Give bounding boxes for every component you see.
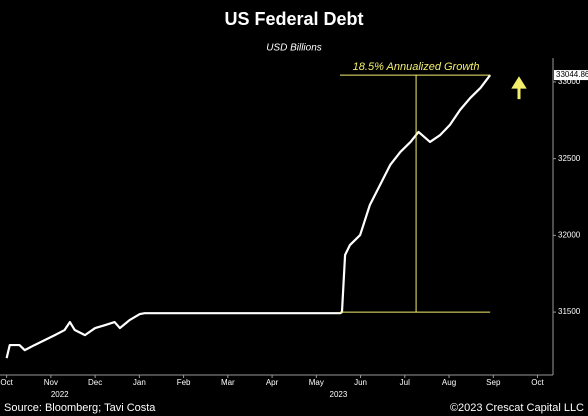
credit: ©2023 Crescat Capital LLC — [450, 402, 584, 414]
x-tick-label: Jul — [400, 378, 410, 387]
y-tick-label: 33000 — [558, 77, 581, 86]
growth-arrow — [511, 76, 527, 100]
x-tick-label: Oct — [0, 378, 13, 387]
last-value-box — [554, 70, 588, 81]
x-tick-label: May — [309, 378, 324, 387]
source: Source: Bloomberg; Tavi Costa — [4, 402, 156, 414]
x-tick-label: Feb — [177, 378, 191, 387]
year-label: 2022 — [51, 390, 69, 399]
y-tick-label: 32500 — [558, 154, 581, 163]
y-tick-label: 31500 — [558, 307, 581, 316]
x-tick-label: Dec — [88, 378, 102, 387]
x-tick-label: Sep — [486, 378, 501, 387]
x-tick-label: Oct — [531, 378, 544, 387]
last-value-label: 33044.86 — [556, 70, 588, 79]
x-tick-label: Mar — [221, 378, 235, 387]
y-tick-label: 32000 — [558, 230, 581, 239]
chart-subtitle: USD Billions — [266, 43, 322, 54]
data-line — [5, 74, 492, 359]
x-tick-label: Aug — [442, 378, 456, 387]
x-tick-label: Apr — [266, 378, 279, 387]
chart-title: US Federal Debt — [224, 9, 363, 29]
x-tick-label: Nov — [44, 378, 58, 387]
year-label: 2023 — [330, 390, 348, 399]
x-tick-label: Jun — [354, 378, 367, 387]
x-tick-label: Jan — [133, 378, 146, 387]
growth-label: 18.5% Annualized Growth — [353, 61, 480, 73]
